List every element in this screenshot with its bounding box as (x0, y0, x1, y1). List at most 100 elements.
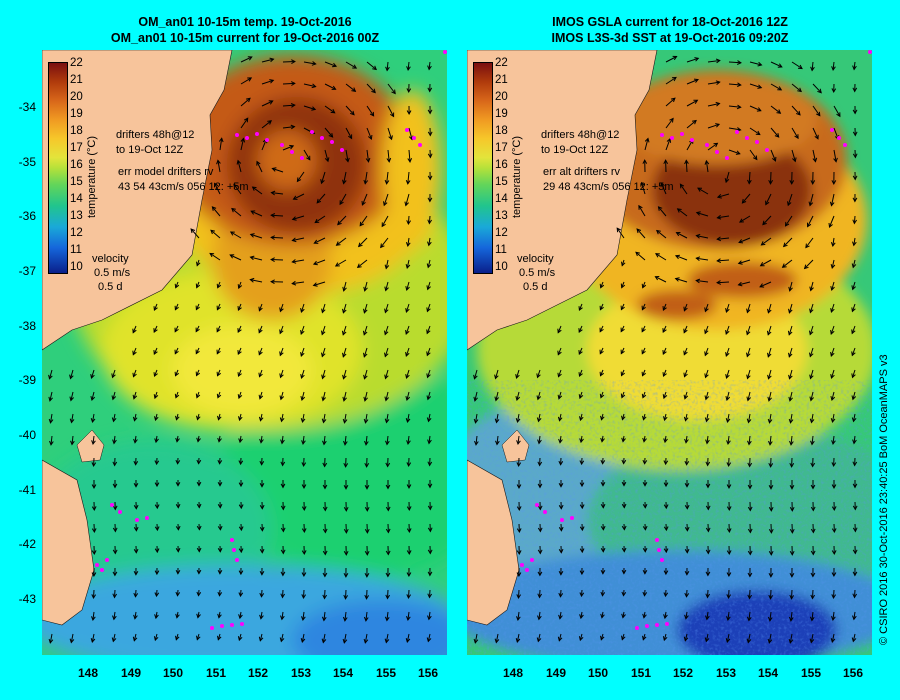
current-arrowhead (695, 211, 701, 216)
current-arrowhead (830, 351, 835, 357)
current-arrowhead (195, 283, 201, 289)
colorbar-label: 19 (495, 108, 508, 120)
current-arrow (811, 61, 814, 71)
current-arrowhead (427, 549, 433, 555)
current-arrow (831, 193, 835, 206)
current-arrowhead (788, 374, 793, 380)
current-arrowhead (724, 178, 730, 184)
current-arrow (662, 303, 667, 311)
current-arrow (726, 369, 730, 379)
current-arrowhead (768, 550, 774, 556)
current-arrow (516, 633, 520, 643)
current-arrow (770, 105, 781, 114)
left-sst-field (42, 50, 447, 655)
current-arrowhead (810, 462, 816, 468)
current-arrowhead (363, 352, 368, 358)
current-arrowhead (705, 505, 711, 511)
current-arrow (833, 589, 835, 599)
current-arrow (324, 127, 333, 138)
current-arrow (578, 325, 583, 333)
current-arrow (364, 281, 368, 291)
current-arrowhead (663, 592, 669, 598)
lon-tick: 153 (715, 666, 737, 680)
current-arrowhead (830, 638, 836, 644)
current-arrowhead (359, 221, 365, 227)
current-arrowhead (343, 572, 349, 578)
current-arrowhead (175, 437, 180, 443)
current-arrow (812, 127, 819, 140)
current-arrowhead (259, 548, 265, 554)
lon-tick: 153 (290, 666, 312, 680)
current-arrowhead (196, 635, 201, 641)
current-arrow (641, 303, 646, 310)
current-arrow (384, 347, 389, 357)
current-arrow (49, 369, 53, 379)
current-arrowhead (90, 373, 95, 379)
current-arrowhead (291, 259, 297, 264)
current-arrowhead (112, 549, 118, 555)
current-arrowhead (372, 65, 378, 71)
current-arrow (345, 149, 349, 162)
current-arrowhead (726, 550, 732, 556)
current-arrowhead (337, 220, 342, 226)
current-arrowhead (642, 547, 648, 553)
current-arrowhead (662, 394, 668, 400)
temperature-colorbar (473, 62, 493, 274)
current-arrowhead (716, 214, 722, 220)
current-arrow (475, 435, 478, 445)
current-arrowhead (384, 352, 389, 358)
current-arrowhead (321, 308, 326, 314)
current-arrow (153, 325, 158, 333)
current-arrowhead (704, 351, 709, 357)
lon-tick: 149 (120, 666, 142, 680)
current-arrowhead (473, 638, 479, 644)
current-arrowhead (91, 616, 96, 622)
current-arrow (386, 61, 389, 71)
current-arrow (91, 633, 95, 643)
current-arrow (427, 281, 431, 290)
current-arrowhead (406, 484, 412, 490)
current-arrowhead (579, 416, 584, 422)
mainland-coast (467, 50, 658, 351)
current-arrow (537, 633, 541, 642)
current-arrowhead (789, 594, 795, 600)
current-arrow (302, 435, 305, 445)
lat-tick: -41 (18, 483, 36, 497)
current-arrowhead (746, 374, 751, 380)
current-arrowhead (830, 263, 836, 270)
drifter-point (310, 130, 314, 134)
current-arrowhead (154, 438, 159, 444)
copyright-notice: © CSIRO 2016 30-Oct-2016 23:40:25 BoM Oc… (878, 354, 890, 645)
current-arrow (132, 325, 137, 333)
current-arrow (791, 149, 796, 162)
current-arrow (154, 633, 158, 641)
current-arrowhead (237, 372, 242, 378)
current-arrowhead (726, 528, 732, 534)
current-arrow (762, 215, 772, 225)
current-arrow (832, 237, 835, 247)
current-arrow (343, 281, 347, 291)
current-arrowhead (70, 440, 75, 446)
current-arrowhead (238, 570, 244, 576)
current-arrowhead (578, 306, 583, 312)
drifter-point (300, 156, 304, 160)
current-arrowhead (342, 374, 347, 380)
current-arrow (70, 369, 74, 379)
drifter-point (265, 138, 269, 142)
current-arrow (749, 127, 761, 135)
left-map-panel[interactable]: 22 21 20 19 18 17 16 15 14 13 12 11 10 t… (42, 50, 447, 655)
current-arrowhead (765, 200, 770, 206)
current-arrowhead (809, 374, 814, 380)
right-map-panel[interactable]: 22 21 20 19 18 17 16 15 14 13 12 11 10 t… (467, 50, 872, 655)
current-arrowhead (217, 415, 222, 421)
current-arrowhead (599, 371, 604, 377)
current-arrowhead (384, 286, 389, 292)
current-arrowhead (300, 352, 305, 357)
current-arrow (321, 303, 326, 313)
current-arrowhead (830, 395, 836, 401)
current-arrowhead (674, 254, 680, 260)
current-arrow (282, 126, 295, 129)
current-arrowhead (311, 83, 317, 89)
current-arrowhead (831, 462, 837, 468)
current-arrowhead (291, 59, 296, 65)
